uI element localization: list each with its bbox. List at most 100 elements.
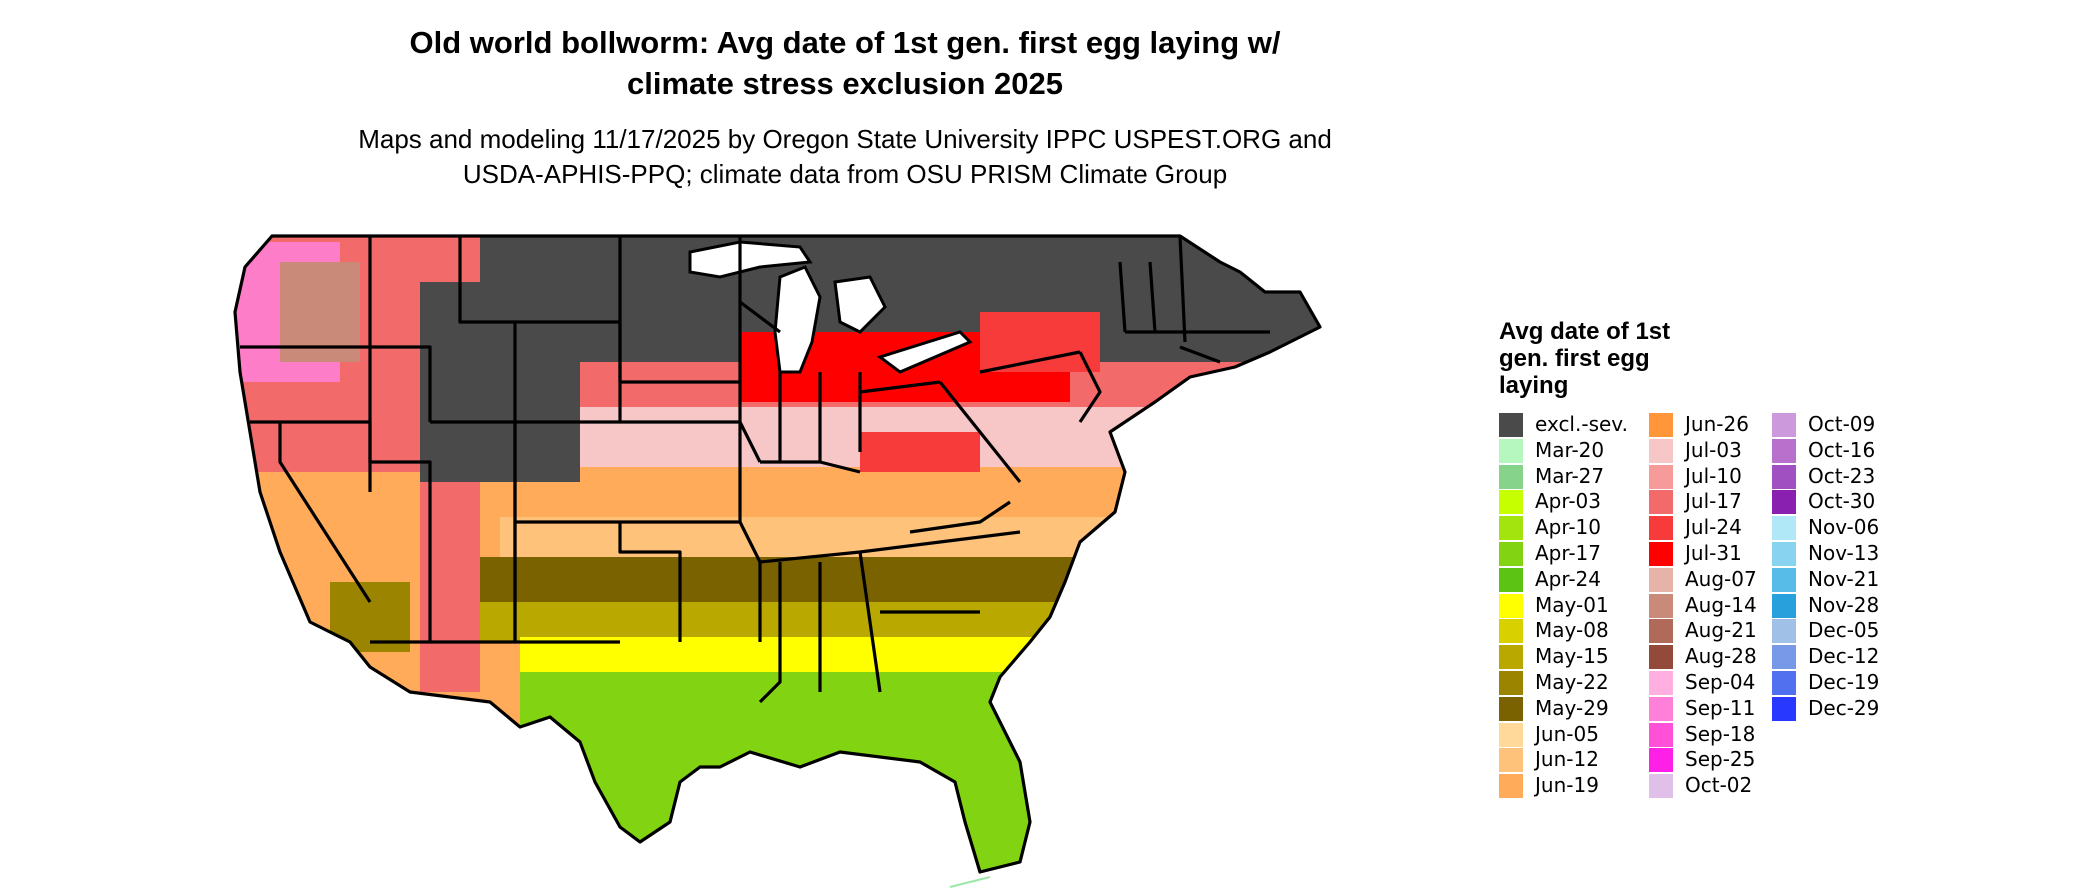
legend-swatch bbox=[1772, 619, 1796, 644]
legend-item: Apr-10 bbox=[1499, 515, 1647, 541]
legend-label: May-01 bbox=[1535, 592, 1609, 617]
legend-label: Sep-11 bbox=[1685, 695, 1756, 720]
legend-item: Aug-14 bbox=[1649, 593, 1797, 619]
legend-swatch bbox=[1499, 774, 1523, 799]
legend-item: Jul-31 bbox=[1649, 541, 1797, 567]
legend-item: Jun-12 bbox=[1499, 747, 1647, 773]
legend-label: Oct-09 bbox=[1808, 412, 1876, 436]
band-jun-26 bbox=[500, 467, 1320, 522]
legend-swatch bbox=[1772, 464, 1796, 489]
legend-swatch bbox=[1499, 464, 1523, 489]
legend-label: Jul-03 bbox=[1685, 437, 1742, 462]
legend-swatch bbox=[1772, 541, 1796, 566]
legend-item: Sep-25 bbox=[1649, 747, 1797, 773]
legend-label: Sep-18 bbox=[1685, 721, 1756, 746]
legend-swatch bbox=[1499, 490, 1523, 515]
legend-item: excl.-sev. bbox=[1499, 412, 1647, 438]
band-may-01 bbox=[520, 637, 1320, 677]
legend-label: Oct-02 bbox=[1685, 773, 1753, 798]
band-jun-12 bbox=[500, 517, 1320, 562]
legend-swatch bbox=[1499, 516, 1523, 541]
legend-item: Oct-09 bbox=[1772, 412, 1920, 438]
legend-title-line-2: gen. first egg bbox=[1499, 345, 1650, 372]
legend-swatch bbox=[1649, 413, 1673, 437]
legend-swatch bbox=[1649, 438, 1673, 463]
legend-label: Jun-19 bbox=[1535, 773, 1599, 798]
legend-label: Dec-19 bbox=[1808, 669, 1880, 694]
legend-swatch bbox=[1772, 413, 1796, 437]
legend-label: Aug-07 bbox=[1685, 566, 1757, 591]
rockies-excluded bbox=[420, 282, 580, 482]
legend-item: Dec-19 bbox=[1772, 670, 1920, 696]
legend-swatch bbox=[1649, 774, 1673, 799]
legend-swatch bbox=[1772, 438, 1796, 463]
northeast-red bbox=[980, 312, 1100, 372]
legend-column-3: Oct-09 Oct-16 Oct-23 Oct-30 Nov-06 Nov-13 Nov-… bbox=[1772, 412, 1920, 722]
legend-swatch bbox=[1649, 619, 1673, 644]
legend-item: Nov-13 bbox=[1772, 541, 1920, 567]
legend-label: Jun-26 bbox=[1685, 412, 1749, 436]
legend-label: Apr-03 bbox=[1535, 489, 1601, 514]
lake-erie bbox=[876, 330, 973, 374]
legend-swatch bbox=[1772, 696, 1796, 721]
florida-keys bbox=[949, 876, 991, 888]
us-map bbox=[233, 234, 1322, 888]
legend-item: May-29 bbox=[1499, 696, 1647, 722]
legend-label: May-15 bbox=[1535, 644, 1609, 669]
map-subtitle-line-2: USDA-APHIS-PPQ; climate data from OSU PR… bbox=[462, 159, 1228, 189]
map-subtitle: Maps and modeling 11/17/2025 by Oregon S… bbox=[0, 122, 1690, 192]
legend-item: Nov-06 bbox=[1772, 515, 1920, 541]
legend-label: Aug-28 bbox=[1685, 644, 1757, 669]
legend-item: Dec-05 bbox=[1772, 618, 1920, 644]
legend-swatch bbox=[1499, 645, 1523, 670]
legend-swatch bbox=[1649, 516, 1673, 541]
legend-label: Mar-27 bbox=[1535, 463, 1605, 488]
legend-swatch bbox=[1772, 567, 1796, 592]
legend-item: May-15 bbox=[1499, 644, 1647, 670]
legend-item: Mar-20 bbox=[1499, 438, 1647, 464]
legend-item: Sep-04 bbox=[1649, 670, 1797, 696]
legend-swatch bbox=[1499, 567, 1523, 592]
legend-label: Dec-05 bbox=[1808, 618, 1880, 643]
legend-label: Oct-30 bbox=[1808, 489, 1876, 514]
legend-swatch bbox=[1499, 438, 1523, 463]
legend-item: Jul-17 bbox=[1649, 489, 1797, 515]
legend-swatch bbox=[1649, 722, 1673, 747]
legend-item: Sep-11 bbox=[1649, 696, 1797, 722]
legend-item: Dec-12 bbox=[1772, 644, 1920, 670]
legend-label: Aug-21 bbox=[1685, 618, 1757, 643]
legend-column-1: excl.-sev. Mar-20 Mar-27 Apr-03 Apr-10 Apr-17… bbox=[1499, 412, 1647, 799]
legend-swatch bbox=[1649, 593, 1673, 618]
legend-item: Apr-03 bbox=[1499, 489, 1647, 515]
legend-swatch bbox=[1649, 670, 1673, 695]
legend-swatch bbox=[1499, 722, 1523, 747]
legend-item: Nov-21 bbox=[1772, 567, 1920, 593]
legend-label: Nov-13 bbox=[1808, 540, 1880, 565]
legend: Avg date of 1st gen. first egg laying ex… bbox=[1499, 318, 2099, 799]
legend-item: Dec-29 bbox=[1772, 696, 1920, 722]
legend-item: Apr-17 bbox=[1499, 541, 1647, 567]
legend-label: Oct-23 bbox=[1808, 463, 1876, 488]
legend-swatch bbox=[1649, 748, 1673, 773]
legend-item: Oct-23 bbox=[1772, 464, 1920, 490]
legend-label: May-08 bbox=[1535, 618, 1609, 643]
lake-huron bbox=[833, 275, 887, 334]
legend-item: Aug-07 bbox=[1649, 567, 1797, 593]
legend-item: May-22 bbox=[1499, 670, 1647, 696]
legend-swatch bbox=[1772, 490, 1796, 515]
legend-item: Jul-24 bbox=[1649, 515, 1797, 541]
legend-item: Mar-27 bbox=[1499, 464, 1647, 490]
state-boundaries bbox=[233, 234, 1322, 874]
legend-item: Jun-19 bbox=[1499, 773, 1647, 799]
lake-michigan bbox=[773, 265, 822, 374]
legend-item: May-08 bbox=[1499, 618, 1647, 644]
legend-label: Nov-21 bbox=[1808, 566, 1880, 591]
legend-label: excl.-sev. bbox=[1535, 412, 1628, 436]
legend-item: Jun-26 bbox=[1649, 412, 1797, 438]
legend-swatch bbox=[1649, 645, 1673, 670]
legend-item: Oct-02 bbox=[1649, 773, 1797, 799]
legend-label: May-22 bbox=[1535, 669, 1609, 694]
map-subtitle-line-1: Maps and modeling 11/17/2025 by Oregon S… bbox=[358, 124, 1332, 154]
legend-label: Apr-17 bbox=[1535, 540, 1601, 565]
legend-swatch bbox=[1499, 670, 1523, 695]
